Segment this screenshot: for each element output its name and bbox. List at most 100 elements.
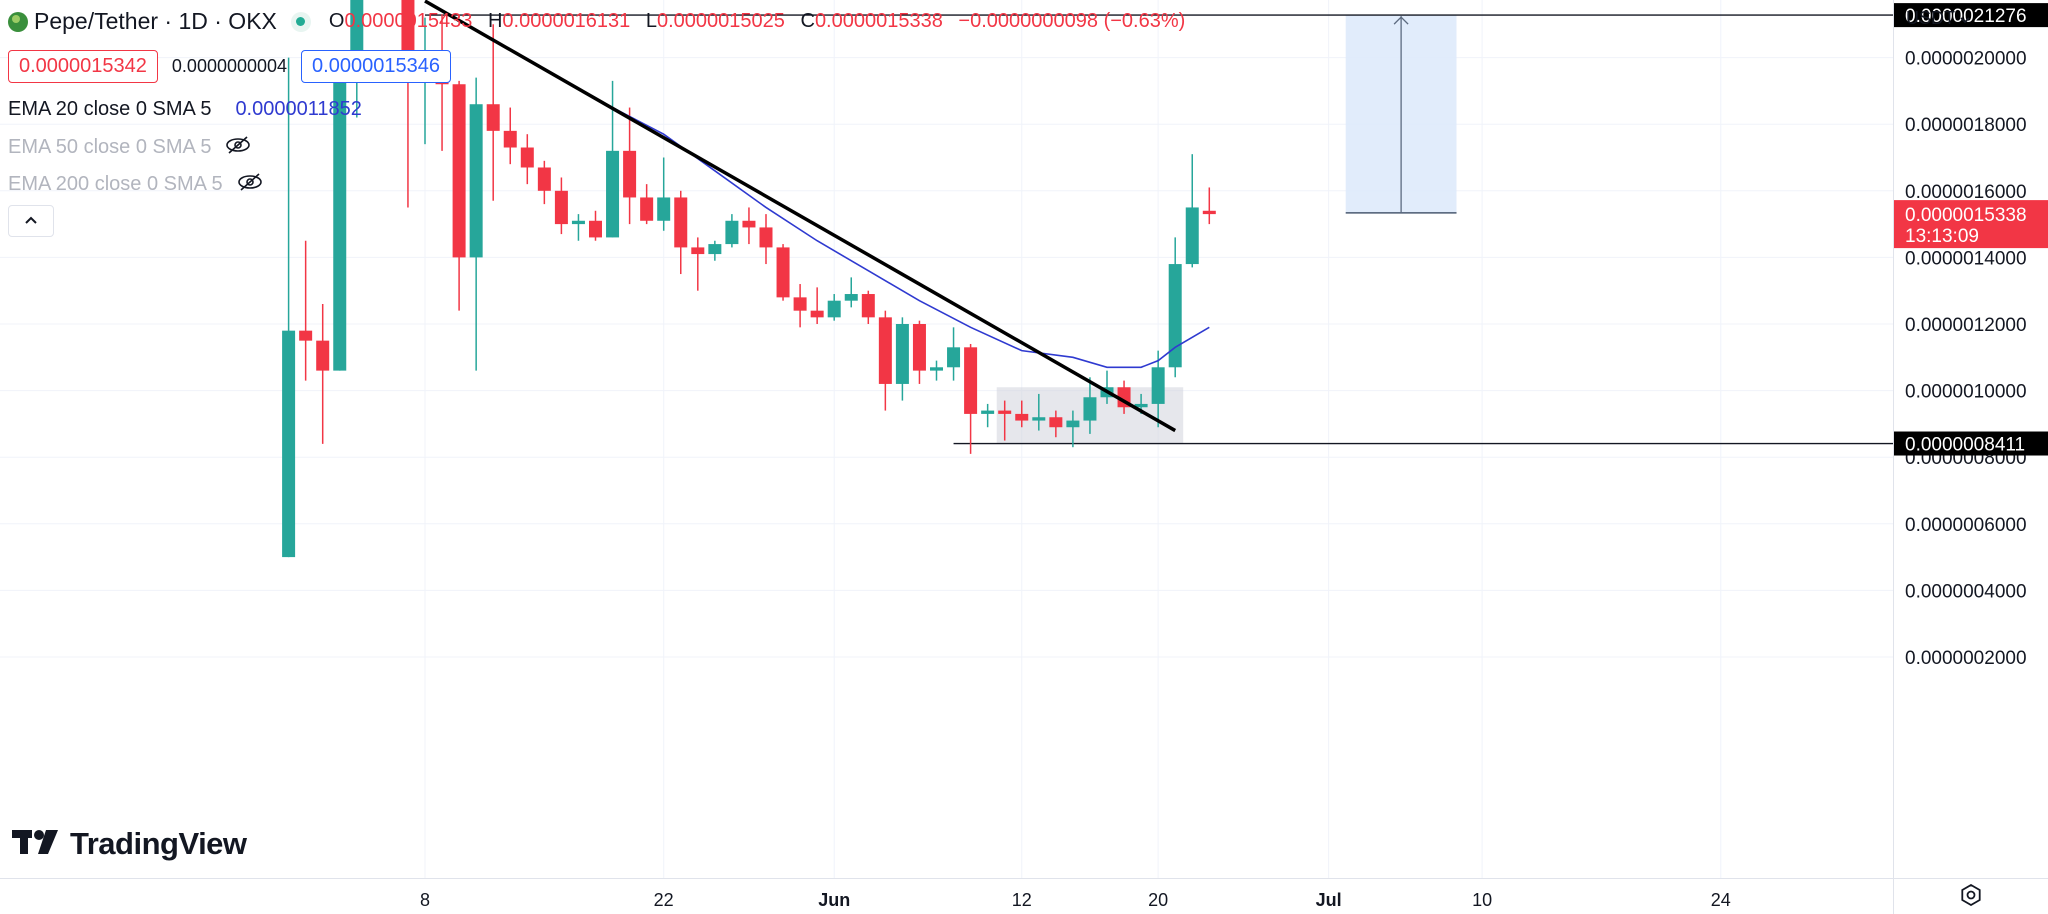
candle[interactable]	[452, 84, 466, 258]
candle[interactable]	[810, 310, 824, 318]
candle[interactable]	[316, 340, 330, 371]
y-tick-label: 0.0000018000	[1905, 115, 2027, 136]
candle[interactable]	[469, 104, 483, 258]
indicator-ema50[interactable]: EMA 50 close 0 SMA 5	[8, 135, 251, 160]
x-tick-label: 20	[1148, 890, 1168, 910]
candle[interactable]	[1134, 403, 1148, 408]
candle[interactable]	[1202, 210, 1216, 215]
downtrend-line[interactable]	[424, 0, 1177, 433]
x-tick-label: Jul	[1316, 890, 1342, 910]
low-value: 0.0000015025	[657, 10, 785, 32]
candle[interactable]	[1083, 397, 1097, 421]
market-open-icon	[290, 11, 311, 32]
candle[interactable]	[623, 150, 637, 198]
buy-button[interactable]: 0.0000015346	[301, 50, 451, 83]
x-tick-label: 24	[1711, 890, 1731, 910]
currency-label: USDT	[1906, 8, 1955, 28]
candle[interactable]	[674, 197, 688, 248]
pepe-coin-icon	[8, 11, 28, 32]
change-value: −0.0000000098 (−0.63%)	[958, 10, 1186, 32]
candle[interactable]	[861, 294, 875, 318]
candle[interactable]	[1185, 207, 1199, 265]
candle[interactable]	[571, 220, 585, 225]
chevron-up-icon	[23, 212, 39, 230]
candle[interactable]	[1032, 417, 1046, 421]
x-tick-label: 22	[654, 890, 674, 910]
indicator-label: EMA 20 close 0 SMA 5	[8, 98, 212, 120]
candle[interactable]	[725, 220, 739, 245]
measure-arrow-head	[1393, 16, 1409, 25]
open-label: O	[328, 10, 345, 32]
candle[interactable]	[759, 227, 773, 248]
candle[interactable]	[333, 74, 347, 371]
y-tick-label: 0.0000006000	[1905, 515, 2027, 536]
candle[interactable]	[1049, 417, 1063, 428]
y-tick-label: 0.0000004000	[1905, 581, 2027, 602]
candle[interactable]	[554, 190, 568, 225]
candle[interactable]	[589, 220, 602, 238]
candle[interactable]	[793, 297, 807, 311]
y-tick-label: 0.0000020000	[1905, 49, 2027, 70]
indicator-value: 0.0000011852	[235, 98, 362, 120]
candle[interactable]	[657, 197, 671, 221]
candle[interactable]	[282, 330, 296, 558]
candle[interactable]	[1015, 413, 1029, 421]
last-price-badge	[1894, 200, 2048, 249]
candle[interactable]	[299, 330, 313, 341]
indicator-ema20[interactable]: EMA 20 close 0 SMA 5 0.0000011852	[8, 98, 362, 121]
countdown-label: 13:13:09	[1905, 226, 1979, 247]
x-tick-label: 12	[1012, 890, 1032, 910]
candle[interactable]	[1168, 264, 1182, 368]
candle[interactable]	[930, 367, 943, 371]
candle[interactable]	[998, 410, 1012, 414]
gear-icon[interactable]	[1960, 883, 1982, 907]
candle[interactable]	[844, 294, 858, 301]
candle[interactable]	[520, 147, 534, 168]
indicator-label: EMA 200 close 0 SMA 5	[8, 173, 223, 195]
low-label: L	[645, 10, 657, 32]
symbol-title[interactable]: Pepe/Tether · 1D · OKX	[34, 8, 277, 34]
collapse-legend-button[interactable]	[8, 205, 54, 237]
y-tick-label: 0.0000016000	[1905, 182, 2027, 203]
currency-selector[interactable]: USDT	[1906, 8, 1970, 29]
close-label: C	[800, 10, 815, 32]
candle[interactable]	[964, 347, 978, 414]
candle[interactable]	[503, 130, 517, 148]
eye-off-icon[interactable]	[225, 135, 251, 160]
y-tick-label: 0.0000012000	[1905, 315, 2027, 336]
candle[interactable]	[947, 347, 961, 368]
eye-off-icon[interactable]	[237, 172, 263, 197]
x-tick-label: Jun	[818, 890, 850, 910]
x-tick-label: 8	[420, 890, 430, 910]
candle[interactable]	[691, 247, 705, 255]
y-tick-label: 0.0000002000	[1905, 648, 2027, 669]
candle[interactable]	[708, 244, 722, 255]
candle[interactable]	[895, 324, 909, 384]
support-price-badge	[1894, 431, 2048, 456]
candle[interactable]	[486, 104, 500, 131]
sell-button[interactable]: 0.0000015342	[8, 50, 158, 83]
y-tick-label: 0.0000022000	[1905, 0, 2027, 3]
candle[interactable]	[1151, 367, 1165, 404]
brand-name: TradingView	[70, 826, 247, 861]
candle[interactable]	[640, 197, 654, 221]
candle[interactable]	[1066, 420, 1080, 428]
candle[interactable]	[827, 300, 841, 318]
candle[interactable]	[742, 220, 756, 228]
candle[interactable]	[981, 410, 995, 414]
candle[interactable]	[878, 317, 892, 384]
candle[interactable]	[606, 150, 620, 238]
indicator-ema200[interactable]: EMA 200 close 0 SMA 5	[8, 172, 263, 197]
indicator-label: EMA 50 close 0 SMA 5	[8, 136, 212, 158]
close-value: 0.0000015338	[814, 10, 943, 32]
open-value: 0.0000015433	[344, 10, 473, 32]
candle[interactable]	[537, 167, 551, 191]
spread-value: 0.0000000004	[171, 56, 288, 76]
y-tick-label: 0.0000014000	[1905, 248, 2027, 269]
resistance-price-label: 0.0000021276	[1905, 6, 2027, 27]
candle[interactable]	[776, 247, 790, 298]
tradingview-logo[interactable]: TradingView	[12, 826, 247, 862]
candle[interactable]	[912, 324, 926, 371]
symbol-legend: Pepe/Tether · 1D · OKX O0.0000015433 H0.…	[8, 8, 1185, 35]
